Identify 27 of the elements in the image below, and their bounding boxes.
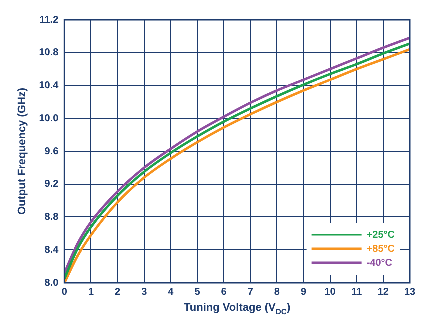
x-tick-label: 11 bbox=[352, 286, 363, 298]
x-tick-label: 13 bbox=[404, 286, 416, 298]
x-tick-label: 6 bbox=[221, 286, 228, 298]
x-tick-label: 4 bbox=[168, 286, 174, 298]
y-tick-label: 8.4 bbox=[44, 244, 60, 256]
x-tick-label: 7 bbox=[248, 286, 254, 298]
y-axis-title: Output Frequency (GHz) bbox=[16, 88, 29, 216]
x-tick-label: 0 bbox=[62, 286, 68, 298]
y-tick-label: 10.8 bbox=[39, 48, 60, 59]
legend-label: -40°C bbox=[366, 258, 393, 269]
y-tick-label: 10.0 bbox=[39, 113, 60, 124]
y-tick-label: 8.8 bbox=[44, 212, 60, 223]
y-tick-label: 11.2 bbox=[40, 14, 60, 26]
y-tick-label: 9.6 bbox=[44, 146, 60, 158]
legend-label: +25°C bbox=[366, 230, 396, 241]
x-tick-label: 8 bbox=[274, 286, 280, 298]
x-tick-label: 10 bbox=[324, 286, 336, 298]
legend-label: +85°C bbox=[366, 244, 396, 255]
x-tick-label: 1 bbox=[88, 286, 94, 298]
y-tick-label: 10.4 bbox=[39, 80, 60, 92]
x-tick-label: 12 bbox=[378, 286, 390, 298]
y-tick-label: 9.2 bbox=[44, 179, 60, 190]
x-tick-label: 3 bbox=[142, 286, 148, 298]
x-tick-label: 2 bbox=[115, 286, 122, 298]
x-tick-label: 5 bbox=[194, 286, 201, 298]
x-tick-label: 9 bbox=[300, 286, 307, 298]
y-tick-label: 8.0 bbox=[44, 278, 60, 289]
